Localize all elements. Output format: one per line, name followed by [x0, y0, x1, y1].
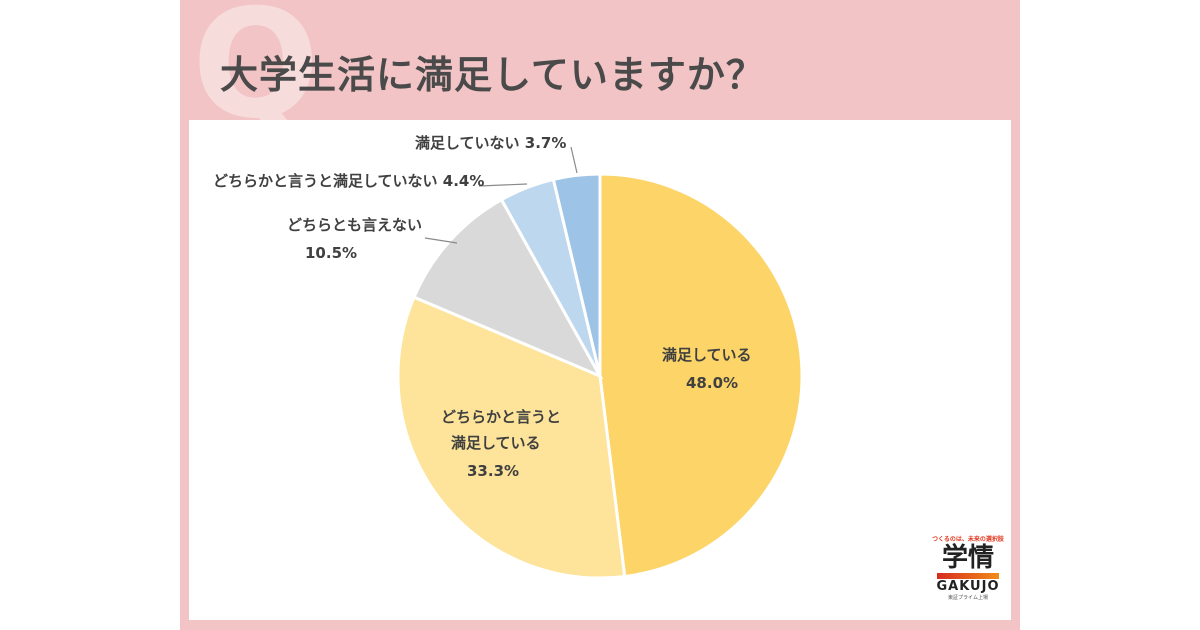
label-s3-value: 10.5%	[305, 244, 358, 262]
pie-slice	[598, 172, 804, 579]
label-s2-name-b: 満足している	[451, 434, 541, 452]
label-s2-name-a: どちらかと言うと	[441, 408, 562, 426]
pie-slice	[396, 295, 627, 580]
pie-slice	[551, 172, 602, 377]
pie-chart	[396, 146, 804, 580]
label-s5: 満足していない 3.7%	[415, 134, 567, 152]
q-mark: Q	[192, 0, 320, 152]
leader-lines	[424, 146, 578, 244]
label-s3-name: どちらとも言えない	[287, 216, 423, 234]
page-title: 大学生活に満足していますか？	[220, 53, 765, 97]
label-s1-value: 48.0%	[686, 374, 739, 392]
label-s2-value: 33.3%	[467, 462, 520, 480]
gakujo-logo: つくるのは、未来の選択肢 学情 GAKUJO 東証プライム上場	[932, 536, 1004, 601]
label-s1-name: 満足している	[662, 346, 752, 364]
chart-panel: 満足している 48.0% どちらかと言うと 満足している 33.3% どちらとも…	[189, 120, 1011, 620]
label-s4: どちらかと言うと満足していない 4.4%	[213, 172, 485, 190]
header-frame: Q 大学生活に満足していますか？ 満足している 48.0% どちらかと言うと 満…	[180, 0, 1020, 630]
pie-slice	[412, 197, 604, 380]
